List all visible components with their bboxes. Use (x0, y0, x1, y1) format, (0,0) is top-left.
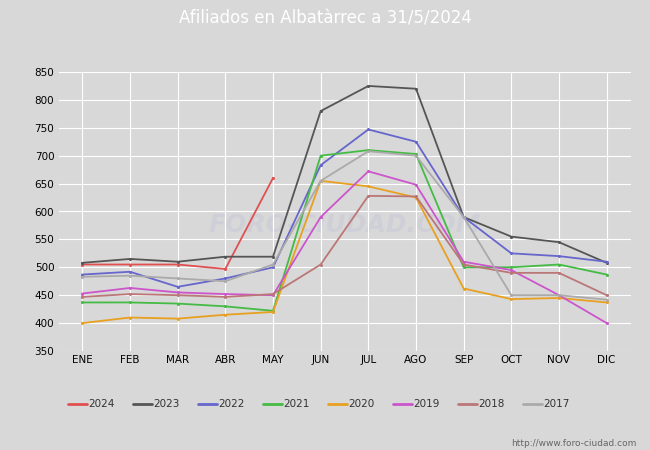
Text: 2019: 2019 (413, 399, 440, 409)
Text: 2017: 2017 (543, 399, 570, 409)
Text: http://www.foro-ciudad.com: http://www.foro-ciudad.com (512, 439, 637, 448)
Text: 2022: 2022 (218, 399, 245, 409)
Text: 2021: 2021 (283, 399, 310, 409)
Text: 2023: 2023 (153, 399, 180, 409)
Text: 2018: 2018 (478, 399, 505, 409)
Text: 2024: 2024 (88, 399, 115, 409)
Text: Afiliados en Albatàrrec a 31/5/2024: Afiliados en Albatàrrec a 31/5/2024 (179, 9, 471, 27)
Text: 2020: 2020 (348, 399, 374, 409)
Text: FORO-CIUDAD.COM: FORO-CIUDAD.COM (208, 213, 481, 238)
